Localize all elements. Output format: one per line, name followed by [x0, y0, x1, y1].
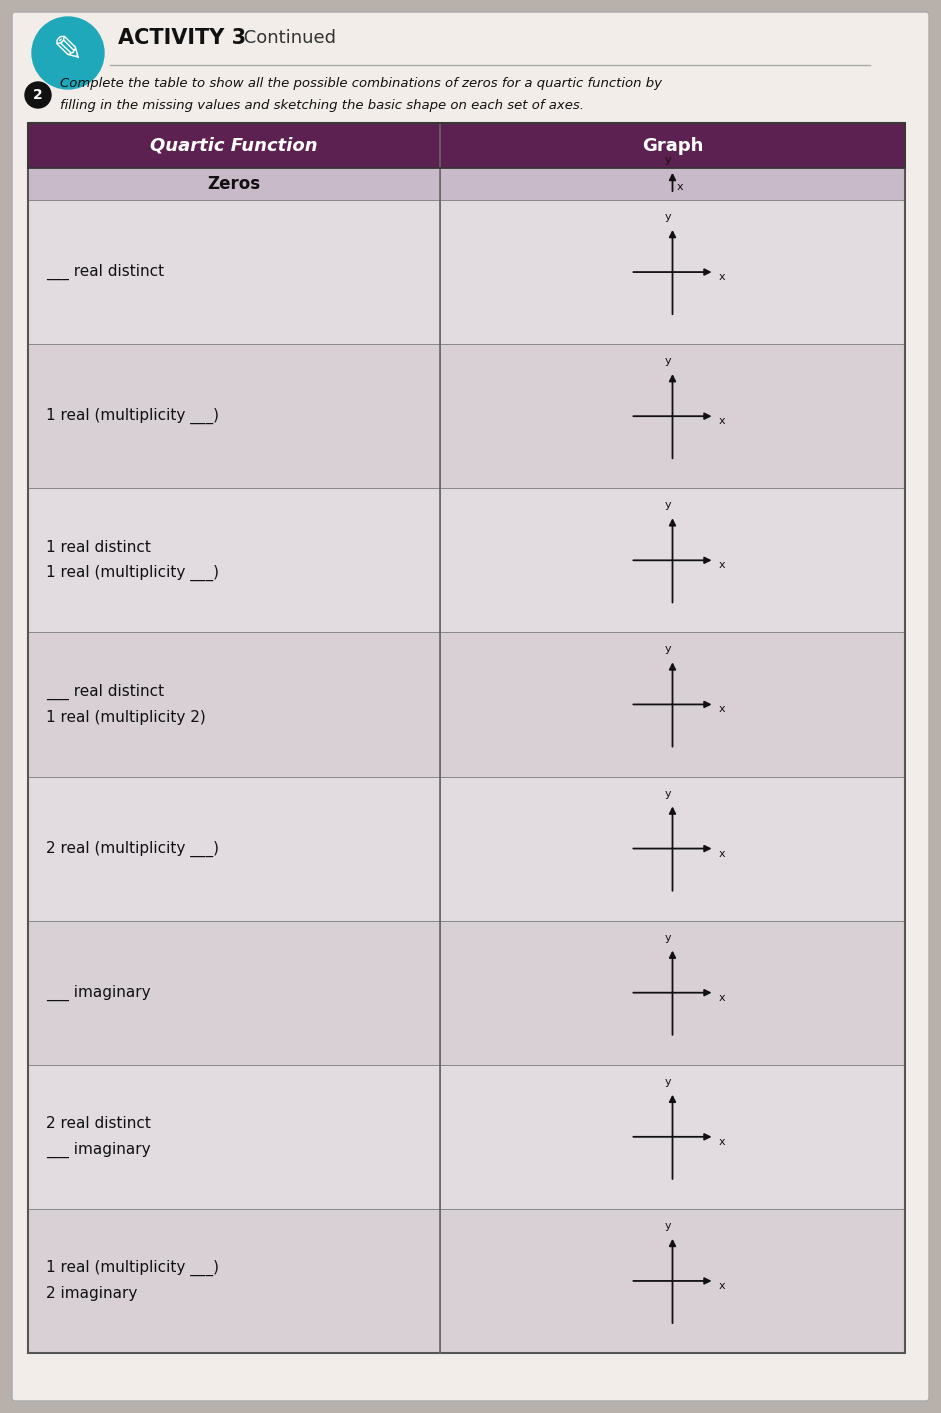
Text: 1 real (multiplicity ___): 1 real (multiplicity ___) — [46, 408, 219, 424]
Text: y: y — [664, 1077, 671, 1087]
Text: Quartic Function: Quartic Function — [151, 137, 318, 154]
Text: 1 real (multiplicity ___): 1 real (multiplicity ___) — [46, 1260, 219, 1276]
Text: ___ imaginary: ___ imaginary — [46, 1142, 151, 1157]
Text: y: y — [664, 788, 671, 798]
Bar — [28, 345, 440, 489]
Bar — [28, 489, 440, 633]
Text: x: x — [719, 993, 726, 1003]
Text: y: y — [664, 933, 671, 942]
Bar — [28, 168, 440, 201]
Bar — [28, 123, 905, 168]
Bar — [440, 1065, 905, 1210]
Text: Zeros: Zeros — [207, 175, 261, 194]
Text: y: y — [664, 1221, 671, 1231]
Bar — [440, 168, 905, 201]
Text: 2 real (multiplicity ___): 2 real (multiplicity ___) — [46, 841, 219, 856]
Bar — [440, 777, 905, 921]
Bar — [28, 201, 440, 345]
Text: 2: 2 — [33, 88, 43, 102]
Text: x: x — [719, 1282, 726, 1291]
Bar — [440, 345, 905, 489]
FancyBboxPatch shape — [12, 11, 929, 1402]
Text: y: y — [664, 212, 671, 222]
Text: x: x — [719, 417, 726, 427]
Text: 1 real distinct: 1 real distinct — [46, 540, 151, 555]
Circle shape — [25, 82, 51, 107]
Text: Graph: Graph — [642, 137, 703, 154]
Text: 1 real (multiplicity ___): 1 real (multiplicity ___) — [46, 565, 219, 581]
Text: Complete the table to show all the possible combinations of zeros for a quartic : Complete the table to show all the possi… — [60, 76, 662, 89]
Text: 2 imaginary: 2 imaginary — [46, 1286, 137, 1301]
Text: x: x — [719, 273, 726, 283]
Text: x: x — [719, 705, 726, 715]
Text: 2 real distinct: 2 real distinct — [46, 1116, 151, 1132]
Bar — [28, 1065, 440, 1210]
Bar — [440, 489, 905, 633]
Text: x: x — [719, 849, 726, 859]
Bar — [440, 201, 905, 345]
Bar — [440, 633, 905, 777]
Bar — [28, 1210, 440, 1354]
Text: ___ imaginary: ___ imaginary — [46, 985, 151, 1000]
Text: Continued: Continued — [238, 30, 336, 47]
Text: ACTIVITY 3: ACTIVITY 3 — [118, 28, 247, 48]
Text: ___ real distinct: ___ real distinct — [46, 684, 164, 699]
Bar — [28, 123, 905, 168]
Bar — [28, 123, 905, 1354]
Text: y: y — [664, 155, 671, 165]
Text: filling in the missing values and sketching the basic shape on each set of axes.: filling in the missing values and sketch… — [60, 99, 584, 112]
Text: ✎: ✎ — [53, 34, 83, 68]
Text: x: x — [719, 1137, 726, 1147]
Text: x: x — [719, 561, 726, 571]
Text: y: y — [664, 500, 671, 510]
Circle shape — [32, 17, 104, 89]
Text: y: y — [664, 644, 671, 654]
Text: 1 real (multiplicity 2): 1 real (multiplicity 2) — [46, 709, 206, 725]
Text: ___ real distinct: ___ real distinct — [46, 264, 164, 280]
Text: x: x — [677, 182, 683, 192]
Text: y: y — [664, 356, 671, 366]
Bar — [28, 921, 440, 1065]
Bar — [28, 633, 440, 777]
Bar — [440, 1210, 905, 1354]
Bar — [28, 777, 440, 921]
Bar — [440, 921, 905, 1065]
